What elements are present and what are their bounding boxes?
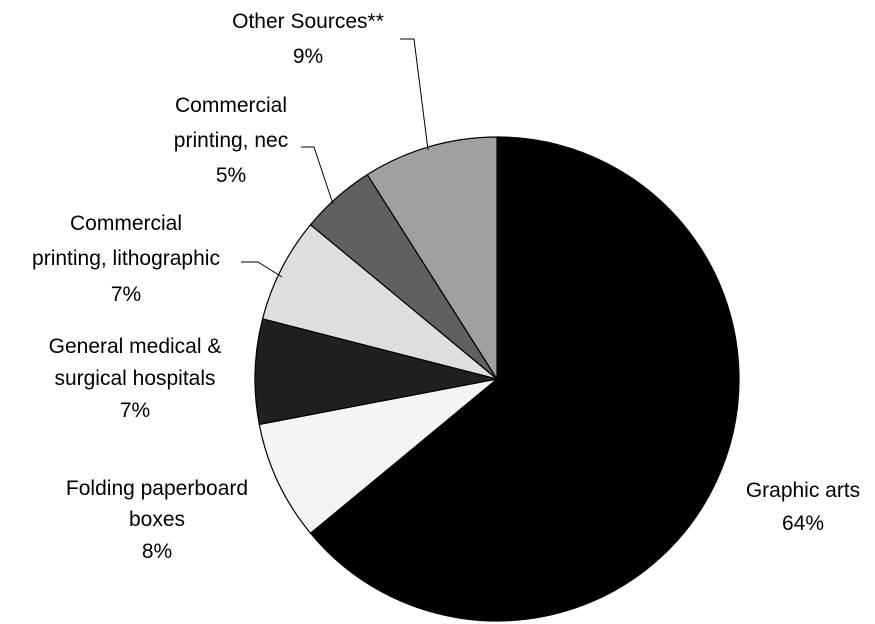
leader-line-commercial-printing-nec — [301, 146, 334, 205]
slice-percent-label: 9% — [293, 45, 323, 68]
leader-line-other-sources — [400, 38, 429, 151]
label-commercial-printing-nec: Commercial printing, nec 5% — [174, 94, 288, 187]
pie-slices — [254, 136, 740, 622]
pie-slice-1 — [258, 378, 498, 534]
slice-label-line: Commercial — [175, 94, 287, 117]
pie-slice-5 — [366, 136, 498, 380]
slice-percent-label: 8% — [142, 540, 172, 563]
label-other-sources: Other Sources** 9% — [232, 10, 384, 68]
label-commercial-printing-lithographic: Commercial printing, lithographic 7% — [32, 212, 220, 306]
slice-percent-label: 7% — [120, 399, 150, 422]
slice-label-line: Folding paperboard — [66, 477, 248, 500]
label-general-medical-surgical-hospitals: General medical & surgical hospitals 7% — [49, 335, 222, 422]
slice-label-line: General medical & — [49, 335, 222, 358]
label-graphic-arts: Graphic arts 64% — [746, 479, 860, 535]
slice-percent-label: 64% — [782, 512, 824, 535]
slice-percent-label: 7% — [111, 283, 141, 306]
pie-slice-0 — [309, 136, 740, 622]
slice-label-line: surgical hospitals — [54, 367, 215, 390]
slice-label-line: printing, lithographic — [32, 247, 220, 270]
leader-line-commercial-printing-lithographic — [241, 261, 283, 278]
slice-percent-label: 5% — [216, 164, 246, 187]
slice-label-line: boxes — [129, 508, 185, 531]
slice-label-line: Graphic arts — [746, 479, 860, 502]
slice-label-line: Commercial — [70, 212, 182, 235]
pie-slice-3 — [262, 224, 498, 380]
leader-lines — [241, 38, 429, 278]
slice-label-line: printing, nec — [174, 129, 288, 152]
label-folding-paperboard-boxes: Folding paperboard boxes 8% — [66, 477, 248, 563]
pie-slice-2 — [254, 318, 498, 425]
slice-label-line: Other Sources** — [232, 10, 384, 33]
